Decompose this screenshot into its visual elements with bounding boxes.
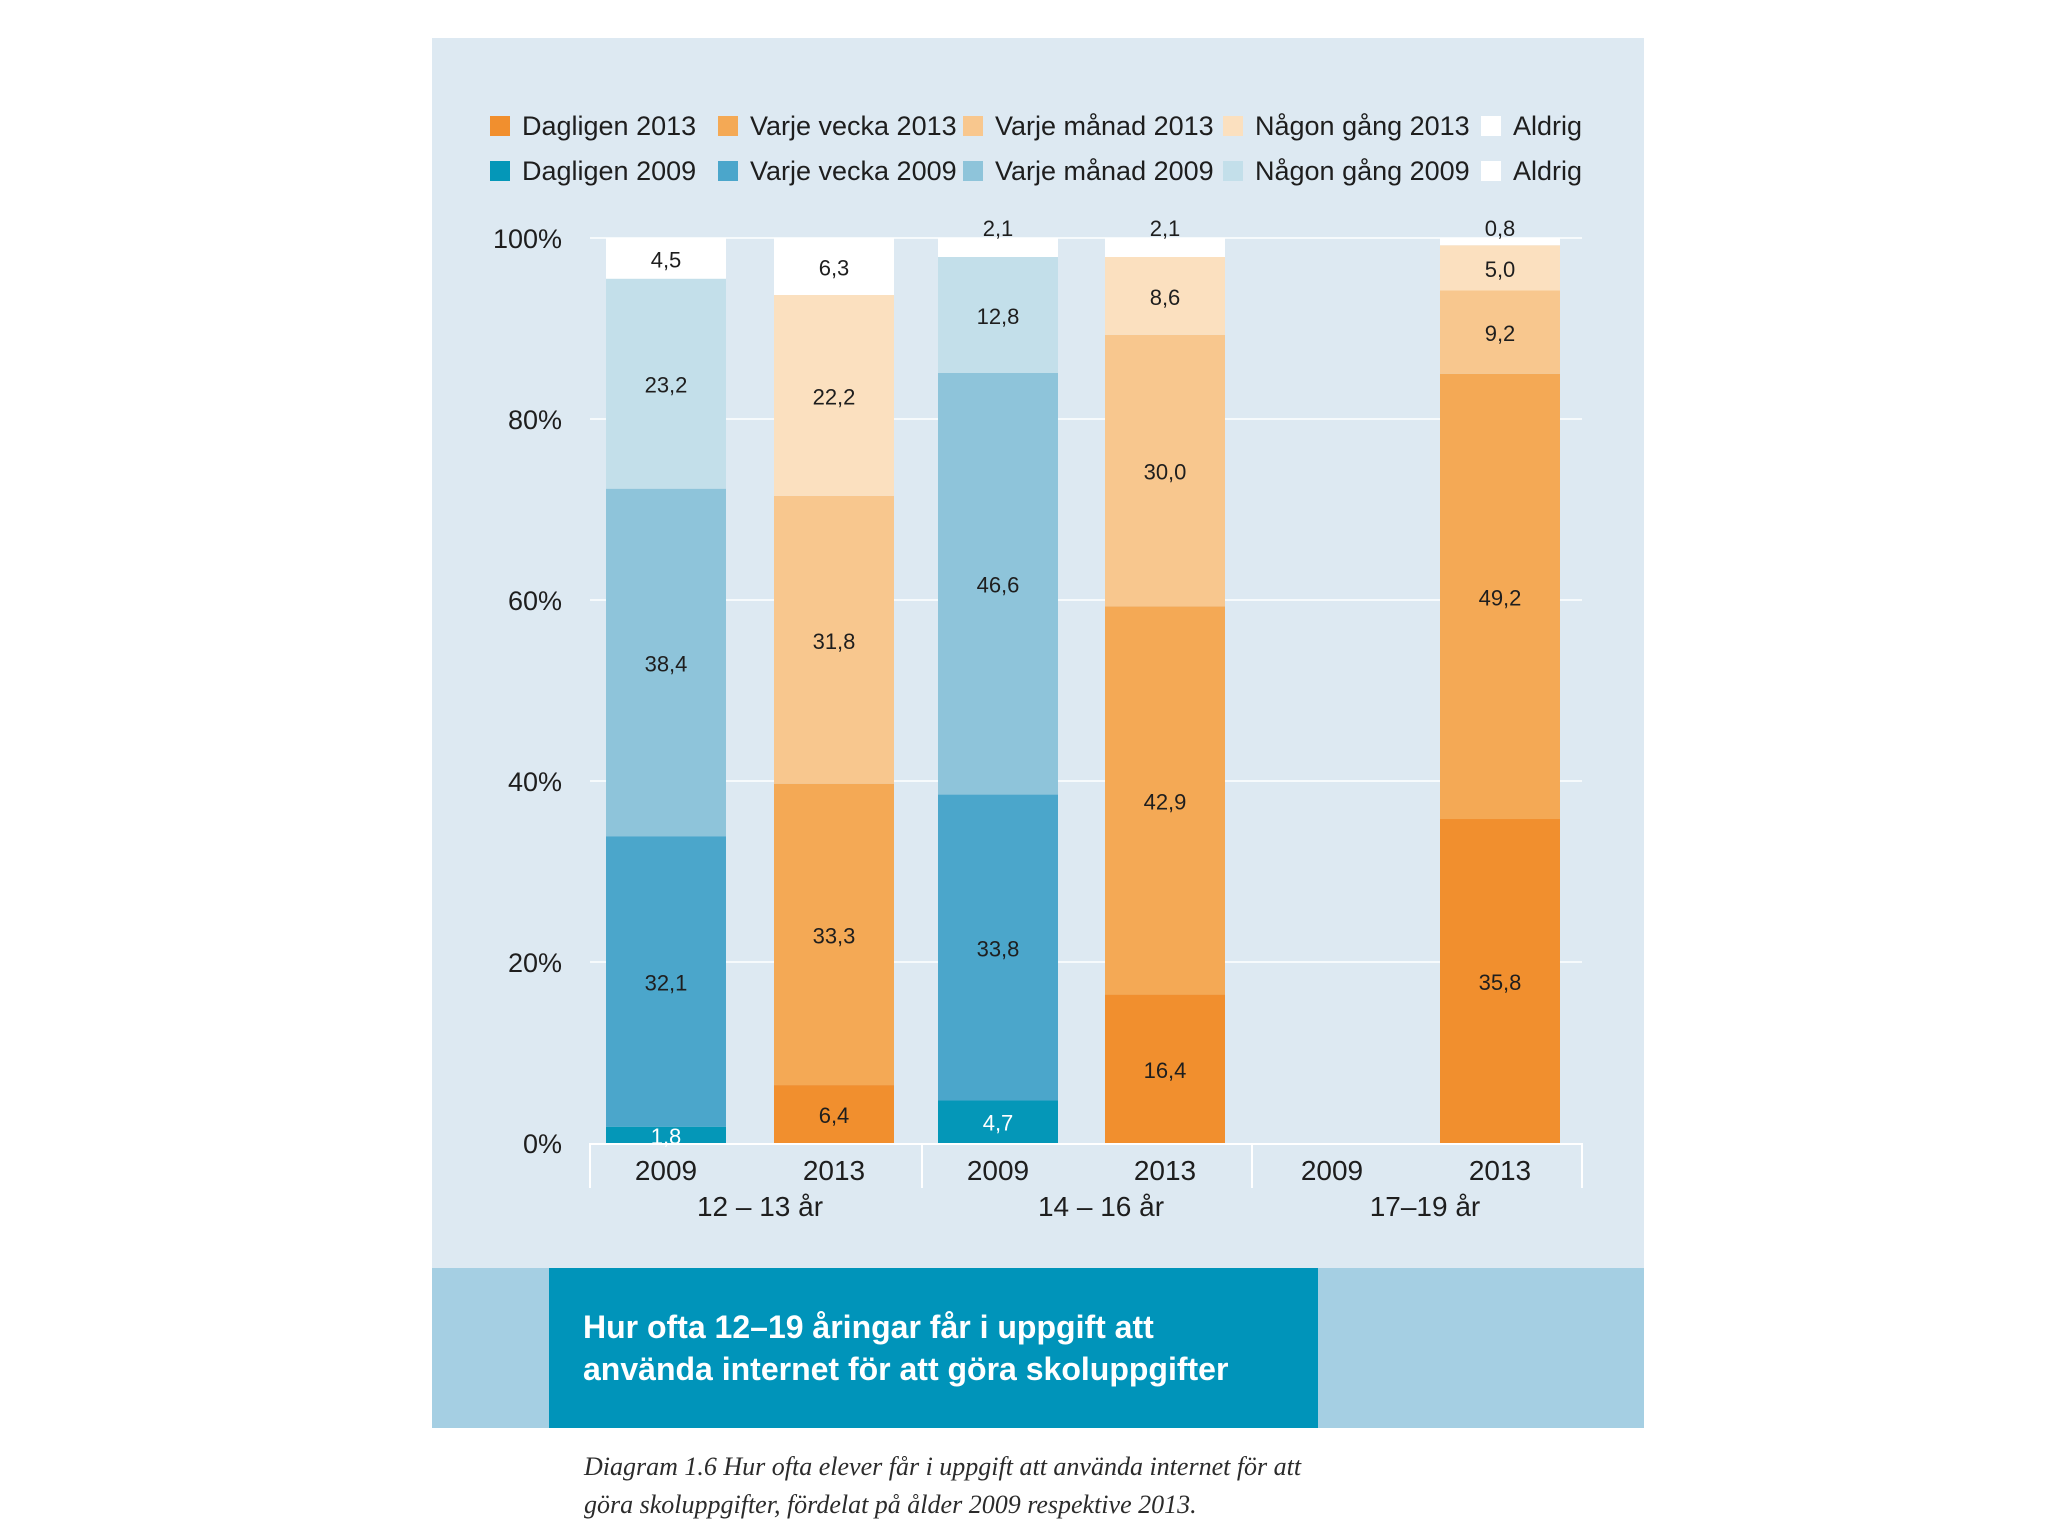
bar-segment bbox=[938, 794, 1058, 1101]
y-tick-label: 20% bbox=[508, 948, 562, 978]
bar-segment bbox=[1105, 257, 1225, 335]
legend-label: Någon gång 2009 bbox=[1255, 155, 1470, 186]
figure-caption: Diagram 1.6 Hur ofta elever får i uppgif… bbox=[584, 1452, 1302, 1519]
bar-segment bbox=[1440, 245, 1560, 291]
bar-segment bbox=[1440, 290, 1560, 374]
legend-label: Varje vecka 2013 bbox=[750, 110, 957, 141]
legend-swatch bbox=[963, 161, 983, 181]
data-label: 0,8 bbox=[1485, 216, 1516, 241]
bar-segment bbox=[606, 238, 726, 279]
data-label: 31,8 bbox=[813, 629, 856, 654]
chart-title: Hur ofta 12–19 åringar får i uppgift att… bbox=[583, 1309, 1229, 1387]
legend-label: Varje månad 2013 bbox=[995, 110, 1214, 141]
legend-item: Aldrig bbox=[1481, 153, 1582, 189]
data-label: 46,6 bbox=[977, 573, 1020, 598]
legend-label: Någon gång 2013 bbox=[1255, 110, 1470, 141]
legend-label: Varje månad 2009 bbox=[995, 155, 1214, 186]
legend-label: Dagligen 2009 bbox=[522, 155, 697, 186]
group-label: 14 – 16 år bbox=[1038, 1191, 1164, 1222]
bar-segment bbox=[606, 1126, 726, 1143]
legend-item: Dagligen 2013 bbox=[490, 108, 696, 144]
legend-item: Varje vecka 2013 bbox=[718, 108, 957, 144]
bar-segment bbox=[938, 1100, 1058, 1143]
data-label: 23,2 bbox=[645, 373, 688, 398]
legend-item: Någon gång 2009 bbox=[1223, 153, 1470, 189]
data-label: 38,4 bbox=[645, 651, 688, 676]
x-tick-label: 2009 bbox=[635, 1155, 697, 1186]
legend-swatch bbox=[718, 161, 738, 181]
legend-swatch bbox=[718, 116, 738, 136]
data-label: 5,0 bbox=[1485, 257, 1516, 282]
bar-segment bbox=[1440, 373, 1560, 820]
data-label: 35,8 bbox=[1479, 970, 1522, 995]
bar-segment bbox=[938, 238, 1058, 258]
y-tick-label: 0% bbox=[523, 1129, 562, 1159]
bar-segment bbox=[774, 295, 894, 496]
legend-item: Dagligen 2009 bbox=[490, 153, 696, 189]
legend-swatch bbox=[1481, 161, 1501, 181]
legend-label: Aldrig bbox=[1513, 110, 1583, 141]
bar-segment bbox=[1105, 238, 1225, 258]
legend-item: Aldrig bbox=[1481, 108, 1582, 144]
bar-segment bbox=[1105, 334, 1225, 607]
legend-swatch bbox=[1223, 116, 1243, 136]
group-label: 12 – 13 år bbox=[697, 1191, 823, 1222]
bar-segment bbox=[606, 278, 726, 489]
data-label: 2,1 bbox=[1150, 216, 1181, 241]
bar-segment bbox=[938, 372, 1058, 795]
bar-segment bbox=[1440, 819, 1560, 1143]
data-label: 4,5 bbox=[651, 247, 682, 272]
legend-item: Någon gång 2013 bbox=[1223, 108, 1470, 144]
bar-segment bbox=[774, 783, 894, 1086]
data-label: 33,3 bbox=[813, 923, 856, 948]
bar-segment bbox=[606, 488, 726, 837]
data-label: 33,8 bbox=[977, 937, 1020, 962]
bar-segment bbox=[1440, 238, 1560, 246]
bar-segment bbox=[1105, 994, 1225, 1143]
data-label: 2,1 bbox=[983, 216, 1014, 241]
title-box: Hur ofta 12–19 åringar får i uppgift att… bbox=[549, 1268, 1318, 1428]
legend-label: Dagligen 2013 bbox=[522, 110, 697, 141]
legend-item: Varje månad 2013 bbox=[963, 108, 1214, 144]
data-label: 1,8 bbox=[651, 1124, 682, 1149]
bar-segment bbox=[606, 836, 726, 1127]
bar-segment bbox=[774, 238, 894, 296]
data-label: 6,4 bbox=[819, 1103, 850, 1128]
data-label: 49,2 bbox=[1479, 585, 1522, 610]
data-label: 22,2 bbox=[813, 384, 856, 409]
data-label: 4,7 bbox=[983, 1111, 1014, 1136]
legend-swatch bbox=[1481, 116, 1501, 136]
bar-segment bbox=[774, 495, 894, 784]
legend-item: Varje månad 2009 bbox=[963, 153, 1214, 189]
bar-segment bbox=[1105, 606, 1225, 995]
y-tick-label: 80% bbox=[508, 405, 562, 435]
legend-label: Aldrig bbox=[1513, 155, 1583, 186]
data-label: 32,1 bbox=[645, 970, 688, 995]
legend-label: Varje vecka 2009 bbox=[750, 155, 957, 186]
x-tick-label: 2009 bbox=[967, 1155, 1029, 1186]
data-label: 30,0 bbox=[1144, 460, 1187, 485]
y-tick-label: 100% bbox=[493, 224, 562, 254]
legend-swatch bbox=[1223, 161, 1243, 181]
data-label: 9,2 bbox=[1485, 321, 1516, 346]
y-tick-label: 60% bbox=[508, 586, 562, 616]
x-tick-label: 2013 bbox=[1469, 1155, 1531, 1186]
y-tick-label: 40% bbox=[508, 767, 562, 797]
data-label: 12,8 bbox=[977, 304, 1020, 329]
legend-swatch bbox=[490, 116, 510, 136]
group-label: 17–19 år bbox=[1370, 1191, 1481, 1222]
bar-segment bbox=[774, 1085, 894, 1143]
bar-segment bbox=[938, 257, 1058, 373]
legend-swatch bbox=[490, 161, 510, 181]
data-label: 16,4 bbox=[1144, 1058, 1187, 1083]
data-label: 8,6 bbox=[1150, 285, 1181, 310]
x-tick-label: 2013 bbox=[803, 1155, 865, 1186]
x-tick-label: 2013 bbox=[1134, 1155, 1196, 1186]
data-label: 6,3 bbox=[819, 256, 850, 281]
legend-swatch bbox=[963, 116, 983, 136]
legend-item: Varje vecka 2009 bbox=[718, 153, 957, 189]
data-label: 42,9 bbox=[1144, 789, 1187, 814]
x-tick-label: 2009 bbox=[1301, 1155, 1363, 1186]
